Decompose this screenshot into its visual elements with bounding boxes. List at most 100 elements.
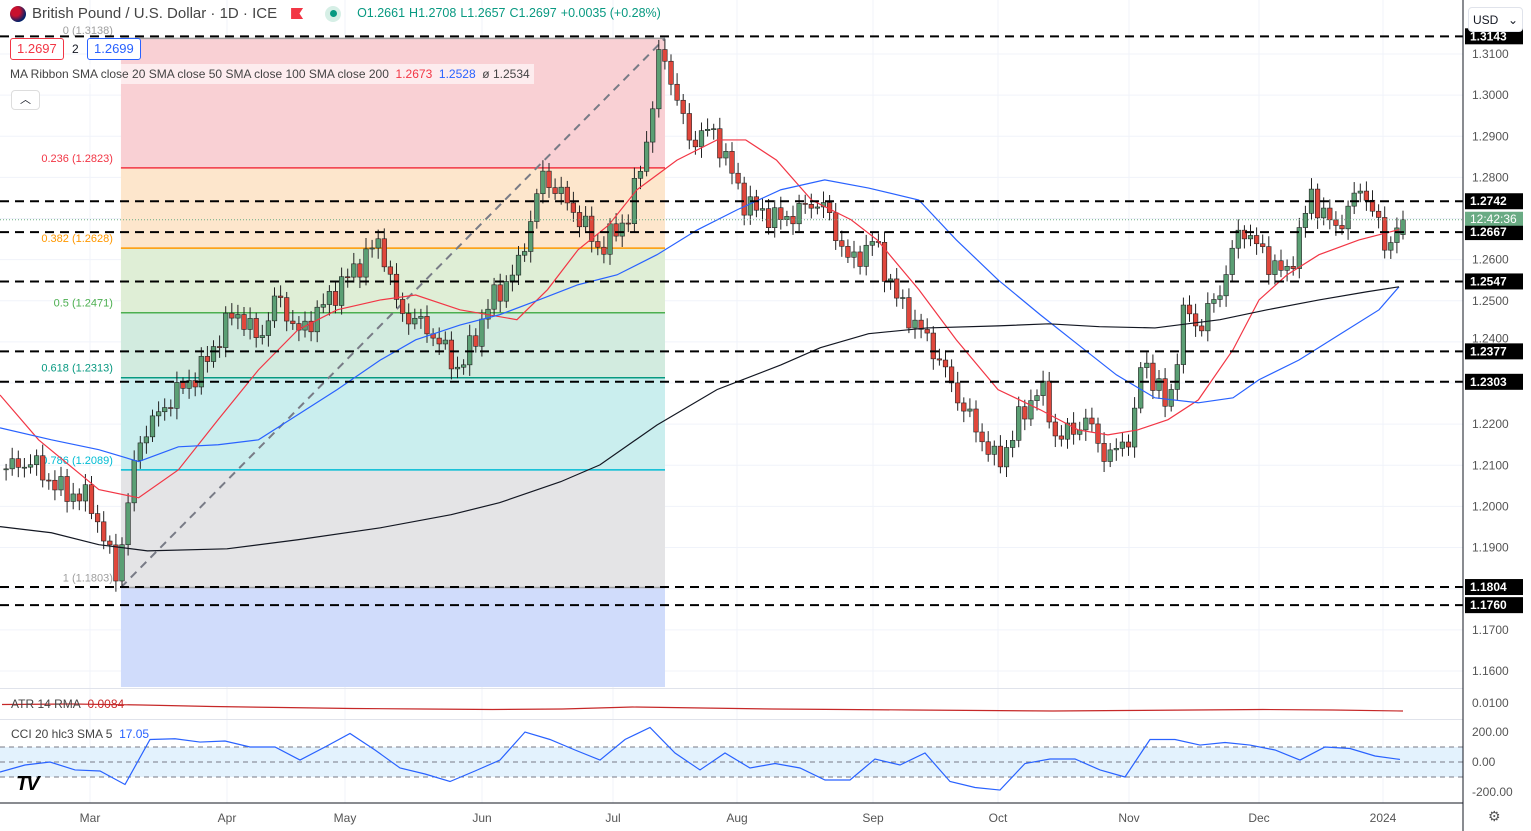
candle-down: [668, 60, 674, 85]
candle-up: [223, 312, 229, 348]
cci-legend[interactable]: CCI 20 hlc3 SMA 5 17.05: [11, 727, 150, 741]
candle-up: [1016, 406, 1022, 441]
candle-up: [1028, 400, 1034, 420]
tradingview-logo[interactable]: TV: [16, 773, 40, 795]
candle-down: [839, 240, 845, 247]
candle-up: [33, 455, 40, 465]
candle-up: [1107, 449, 1113, 462]
candle-up: [607, 223, 613, 255]
candle-up: [1229, 247, 1235, 275]
time-tick: Aug: [726, 811, 747, 825]
candle-down: [1125, 441, 1132, 448]
candle-down: [735, 172, 741, 184]
candle-up: [912, 319, 918, 329]
candle-down: [973, 408, 979, 433]
candle-up: [503, 281, 509, 302]
candle-down: [107, 540, 113, 546]
candle-up: [991, 445, 997, 455]
candle-up: [162, 407, 168, 413]
candle-up: [1345, 205, 1351, 230]
candle-up: [1205, 303, 1211, 332]
candle-up: [1156, 378, 1162, 391]
flag-icon[interactable]: [291, 8, 304, 19]
candle-up: [540, 170, 546, 195]
candle-up: [1064, 422, 1071, 440]
candle-up: [1388, 242, 1394, 251]
fib-zone: [120, 377, 665, 470]
symbol-header: British Pound / U.S. Dollar · 1D · ICE O…: [10, 4, 665, 23]
candle-up: [235, 314, 241, 319]
candle-up: [363, 248, 369, 278]
candle-down: [1022, 406, 1028, 420]
candle-up: [9, 458, 15, 470]
candle-up: [467, 335, 473, 366]
candle-up: [351, 263, 357, 278]
candle-up: [784, 216, 790, 220]
settings-gear-icon[interactable]: ⚙: [1488, 808, 1501, 824]
candle-up: [259, 335, 265, 338]
chevron-down-icon: ⌄: [1507, 13, 1518, 27]
candle-up: [558, 186, 564, 194]
candle-down: [497, 284, 503, 302]
candle-down: [1333, 219, 1339, 226]
candle-up: [1284, 266, 1290, 271]
time-tick: Nov: [1118, 811, 1139, 825]
cci-tick: 0.00: [1472, 755, 1496, 769]
candle-down: [1162, 378, 1168, 407]
candle-up: [412, 317, 418, 325]
candle-down: [284, 297, 290, 322]
candle-up: [747, 196, 753, 216]
candle-up: [1357, 190, 1363, 194]
pane-divider: [0, 719, 1463, 720]
currency-select[interactable]: USD ⌄: [1468, 7, 1523, 32]
candle-down: [808, 204, 814, 209]
ma-ribbon-legend[interactable]: MA Ribbon SMA close 20 SMA close 50 SMA …: [6, 64, 534, 84]
candle-up: [247, 318, 253, 330]
candle-up: [156, 411, 162, 417]
sell-price-button[interactable]: 1.2697: [10, 38, 64, 60]
candle-up: [1394, 227, 1400, 243]
candle-down: [674, 83, 680, 101]
price-tick: 1.3000: [1472, 88, 1509, 102]
candle-up: [143, 436, 150, 444]
candle-down: [217, 346, 223, 348]
candle-down: [955, 382, 961, 404]
candle-up: [1321, 207, 1327, 219]
candle-down: [88, 484, 95, 514]
candle-down: [357, 263, 363, 278]
price-tick: 1.2800: [1472, 170, 1509, 184]
candle-down: [1266, 246, 1272, 275]
candle-up: [21, 466, 28, 469]
price-tick: 1.3100: [1472, 47, 1509, 61]
fib-zone: [120, 312, 665, 378]
candle-down: [381, 238, 387, 268]
fib-zone: [120, 38, 665, 168]
candle-up: [442, 339, 448, 345]
candle-down: [546, 170, 552, 188]
candle-down: [46, 479, 52, 482]
candle-up: [1235, 229, 1241, 249]
candle-down: [601, 246, 607, 255]
atr-legend[interactable]: ATR 14 RMA 0.0084: [11, 697, 125, 711]
candle-up: [320, 304, 326, 308]
time-tick: 2024: [1370, 811, 1397, 825]
candle-up: [528, 221, 534, 252]
market-open-icon: [325, 5, 342, 22]
candle-up: [186, 380, 192, 389]
symbol-title[interactable]: British Pound / U.S. Dollar · 1D · ICE: [32, 5, 278, 22]
candle-up: [1132, 407, 1138, 448]
cci-tick: -200.00: [1472, 785, 1513, 799]
candle-up: [1083, 417, 1089, 431]
buy-price-button[interactable]: 1.2699: [87, 38, 141, 60]
price-tick: 1.2200: [1472, 417, 1509, 431]
candle-down: [589, 215, 595, 242]
candle-down: [1339, 225, 1345, 230]
candle-down: [979, 431, 985, 443]
collapse-legend-button[interactable]: ︿: [11, 90, 40, 110]
candle-down: [1278, 260, 1284, 271]
candle-up: [851, 251, 857, 258]
candle-down: [277, 295, 284, 298]
candle-up: [1174, 364, 1180, 390]
candle-down: [997, 445, 1003, 468]
